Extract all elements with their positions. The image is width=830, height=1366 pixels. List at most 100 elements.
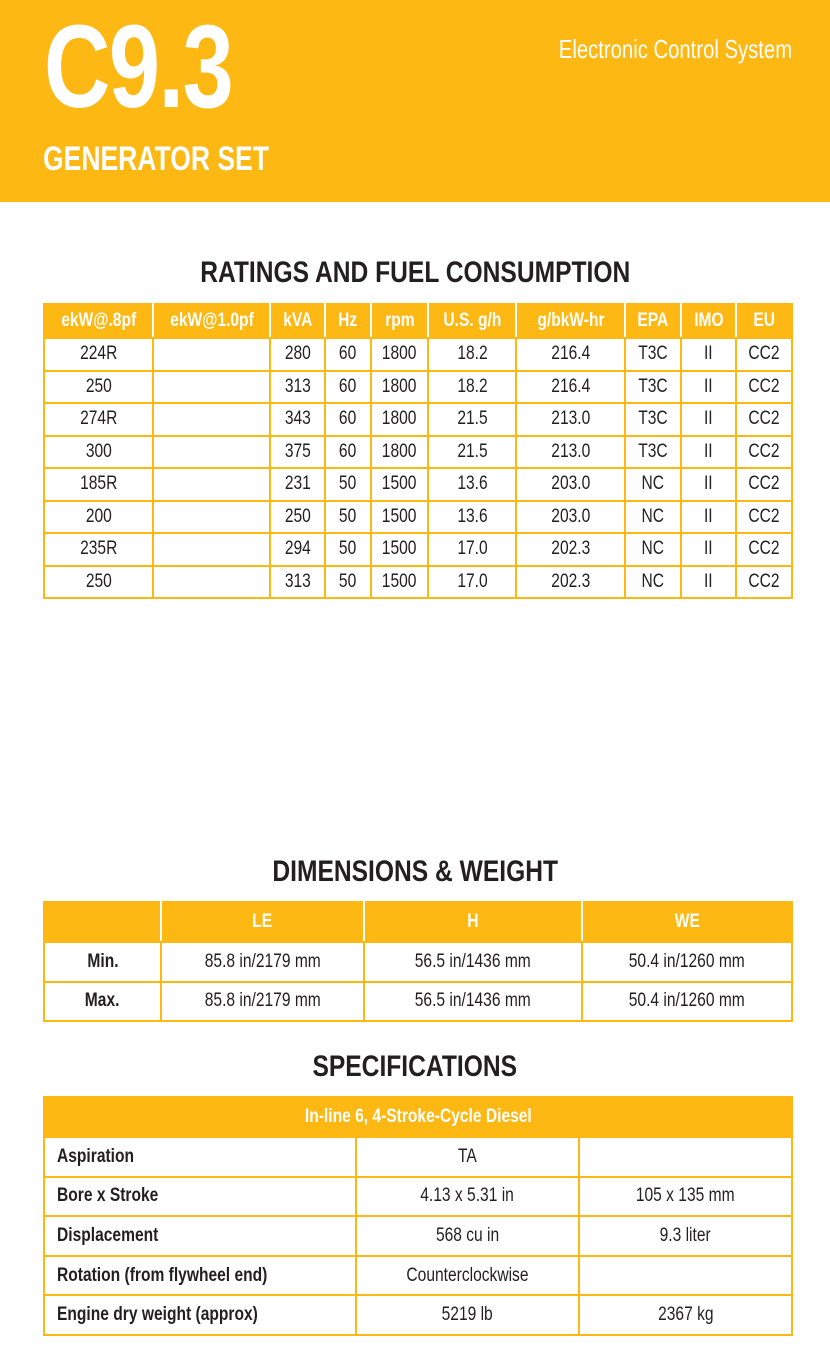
cell-text: 60	[339, 343, 357, 365]
table-cell: 13.6	[427, 499, 517, 534]
cell-text: 250	[284, 505, 311, 527]
cell-text: T3C	[638, 408, 668, 430]
dimensions-table: LE H WE Min. 85.8 in/2179 mm 56.5 in/1436 mm 5…	[43, 901, 793, 1022]
table-cell: 17.0	[427, 564, 517, 599]
cell-text: Engine dry weight (approx)	[57, 1304, 258, 1326]
cell-text: 60	[339, 440, 357, 462]
table-cell: 213.0	[515, 434, 626, 469]
table-cell: 280	[269, 337, 326, 372]
table-row: 224R 280 60 1800 18.2 216.4 T3C II CC2	[43, 337, 793, 372]
table-cell: 202.3	[515, 532, 626, 567]
table-cell: 1800	[370, 337, 429, 372]
cell-text: CC2	[748, 570, 780, 592]
cell-text: 50	[339, 473, 357, 495]
cell-text: NC	[641, 505, 665, 527]
ratings-title: RATINGS AND FUEL CONSUMPTION	[199, 256, 631, 289]
column-header: EU	[735, 303, 793, 339]
table-cell: 1500	[370, 467, 429, 502]
table-row: 235R 294 50 1500 17.0 202.3 NC II CC2	[43, 532, 793, 567]
table-cell: 343	[269, 402, 326, 437]
table-row: 274R 343 60 1800 21.5 213.0 T3C II CC2	[43, 402, 793, 437]
table-cell: 1800	[370, 369, 429, 404]
table-cell: CC2	[735, 434, 793, 469]
column-header: WE	[581, 901, 793, 943]
table-cell	[578, 1254, 793, 1297]
cell-text: II	[704, 408, 713, 430]
cell-text: NC	[641, 570, 665, 592]
cell-text: Aspiration	[57, 1145, 135, 1167]
cell-text: CC2	[748, 473, 780, 495]
table-cell: 18.2	[427, 337, 517, 372]
table-cell	[152, 467, 271, 502]
table-cell: 213.0	[515, 402, 626, 437]
table-cell	[152, 499, 271, 534]
table-cell: 50.4 in/1260 mm	[581, 941, 793, 983]
cell-text: 56.5 in/1436 mm	[414, 990, 532, 1012]
cell-text: 1500	[382, 505, 417, 527]
cell-text: 313	[284, 375, 311, 397]
cell-text: 200	[85, 505, 112, 527]
cell-text: 50	[339, 570, 357, 592]
column-header: ekW@.8pf	[43, 303, 154, 339]
column-header: U.S. g/h	[427, 303, 517, 339]
table-cell: 5219 lb	[355, 1294, 580, 1336]
table-cell: 85.8 in/2179 mm	[160, 941, 365, 983]
cell-text: 313	[284, 570, 311, 592]
table-cell: II	[680, 402, 737, 437]
cell-text: CC2	[748, 343, 780, 365]
table-row: Max. 85.8 in/2179 mm 56.5 in/1436 mm 50.4 i…	[43, 980, 793, 1022]
cell-text: 18.2	[456, 375, 488, 397]
table-cell: T3C	[624, 337, 682, 372]
table-cell: NC	[624, 499, 682, 534]
table-cell: 231	[269, 467, 326, 502]
column-header: H	[363, 901, 583, 943]
cell-text: g/bkW-hr	[536, 310, 605, 331]
cell-text: CC2	[748, 440, 780, 462]
table-cell: Displacement	[43, 1215, 357, 1257]
cell-text: Displacement	[57, 1224, 159, 1246]
cell-text: H	[467, 911, 479, 932]
product-subtitle: GENERATOR SET	[43, 140, 269, 178]
table-row: Bore x Stroke 4.13 x 5.31 in 105 x 135 mm	[43, 1175, 793, 1218]
table-cell: CC2	[735, 402, 793, 437]
table-row: 200 250 50 1500 13.6 203.0 NC II CC2	[43, 499, 793, 534]
table-cell: CC2	[735, 337, 793, 372]
column-header: ekW@1.0pf	[152, 303, 271, 339]
column-header	[43, 901, 162, 943]
cell-text: 9.3 liter	[659, 1224, 712, 1246]
cell-text: IMO	[693, 310, 724, 331]
table-cell	[152, 337, 271, 372]
table-cell: 50	[324, 532, 372, 567]
cell-text: ekW@1.0pf	[169, 310, 254, 331]
cell-text: 21.5	[456, 408, 488, 430]
cell-text: NC	[641, 538, 665, 560]
cell-text: 202.3	[550, 538, 590, 560]
cell-text: NC	[641, 473, 665, 495]
table-cell: 202.3	[515, 564, 626, 599]
cell-text: 250	[85, 375, 112, 397]
cell-text: 13.6	[456, 473, 488, 495]
table-row: Engine dry weight (approx) 5219 lb 2367 kg	[43, 1294, 793, 1336]
table-cell	[152, 564, 271, 599]
table-cell: 1800	[370, 402, 429, 437]
cell-text: EU	[753, 310, 775, 331]
cell-text: kVA	[282, 310, 313, 331]
cell-text: 250	[85, 570, 112, 592]
cell-text: 56.5 in/1436 mm	[414, 950, 532, 972]
cell-text: 203.0	[550, 473, 590, 495]
table-cell: 17.0	[427, 532, 517, 567]
table-cell: 50	[324, 467, 372, 502]
table-row: Aspiration TA	[43, 1136, 793, 1178]
cell-text: CC2	[748, 375, 780, 397]
table-cell: 375	[269, 434, 326, 469]
cell-text: 1800	[382, 375, 417, 397]
table-cell: 235R	[43, 532, 154, 567]
table-cell: 60	[324, 434, 372, 469]
table-cell: 250	[43, 369, 154, 404]
table-cell	[152, 532, 271, 567]
table-cell: 568 cu in	[355, 1215, 580, 1257]
table-cell: 203.0	[515, 499, 626, 534]
table-cell: 1500	[370, 564, 429, 599]
cell-text: II	[704, 570, 713, 592]
spec-header: In-line 6, 4-Stroke-Cycle Diesel	[43, 1096, 793, 1138]
